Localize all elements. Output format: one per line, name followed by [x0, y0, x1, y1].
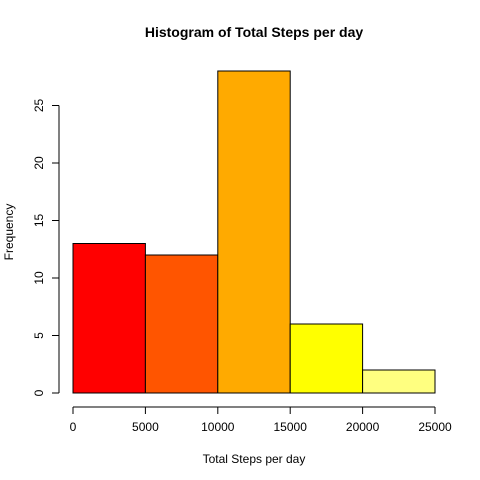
histogram-bar-1	[72, 243, 146, 394]
y-tick-label: 0	[32, 389, 46, 396]
bars-group	[72, 70, 436, 394]
x-tick-label: 15000	[274, 420, 308, 434]
histogram-bar-4	[289, 323, 364, 394]
histogram-bar-2	[144, 254, 219, 394]
chart-title: Histogram of Total Steps per day	[145, 24, 364, 40]
x-tick-label: 5000	[132, 420, 159, 434]
y-axis-label: Frequency	[2, 204, 16, 261]
y-tick-label: 25	[32, 99, 46, 113]
x-tick-label: 20000	[346, 420, 380, 434]
y-tick-label: 20	[32, 156, 46, 170]
x-tick-label: 0	[70, 420, 77, 434]
x-tick-label: 10000	[201, 420, 235, 434]
x-axis: 0 5000 10000 15000 20000 25000	[70, 406, 452, 434]
y-tick-label: 10	[32, 271, 46, 285]
histogram-bar-5	[362, 369, 436, 394]
x-axis-label: Total Steps per day	[203, 452, 306, 466]
y-tick-label: 15	[32, 214, 46, 228]
histogram-bar-3	[217, 70, 291, 394]
y-axis: 0 5 10 15 20 25	[32, 99, 60, 396]
x-tick-label: 25000	[418, 420, 452, 434]
y-tick-label: 5	[32, 332, 46, 339]
